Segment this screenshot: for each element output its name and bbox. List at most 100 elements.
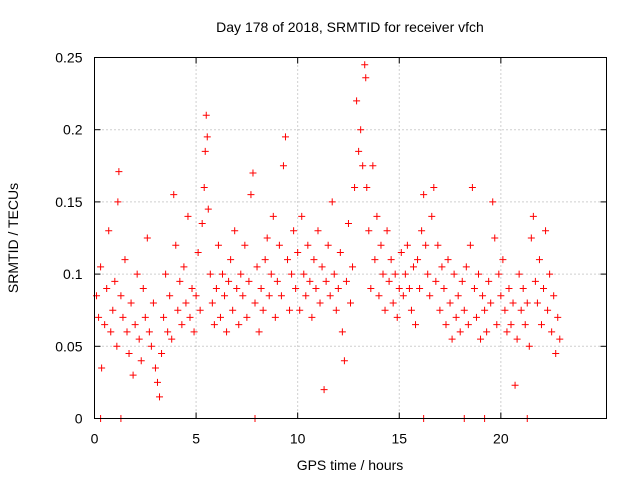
data-point: [495, 270, 503, 278]
data-point: [127, 299, 135, 307]
data-point: [153, 378, 161, 386]
data-point: [151, 364, 159, 372]
data-point: [456, 328, 464, 336]
data-point: [135, 335, 143, 343]
data-point: [196, 306, 204, 314]
data-point: [511, 381, 519, 389]
y-tick-label: 0: [75, 411, 83, 427]
data-point: [407, 306, 415, 314]
data-point: [267, 270, 275, 278]
data-point: [535, 256, 543, 264]
data-point: [362, 74, 370, 82]
data-point: [517, 306, 525, 314]
data-point: [544, 306, 552, 314]
data-point: [203, 133, 211, 141]
data-point: [170, 191, 178, 199]
data-point: [361, 61, 369, 69]
data-point: [550, 292, 558, 300]
data-point: [412, 321, 420, 329]
data-point: [139, 285, 147, 293]
data-point: [397, 248, 405, 256]
data-point: [426, 292, 434, 300]
data-point: [499, 256, 507, 264]
data-point: [131, 321, 139, 329]
data-point: [117, 292, 125, 300]
x-tick-label: 20: [493, 431, 509, 447]
data-point: [277, 292, 285, 300]
data-point: [107, 328, 115, 336]
data-point: [385, 277, 393, 285]
data-point: [468, 183, 476, 191]
data-point: [279, 162, 287, 170]
data-point: [253, 263, 261, 271]
data-point: [306, 277, 314, 285]
data-point: [198, 220, 206, 228]
y-tick-label: 0.15: [55, 194, 82, 210]
data-point: [275, 241, 283, 249]
data-point: [357, 126, 365, 134]
y-tick-label: 0.2: [63, 122, 83, 138]
data-point: [554, 313, 562, 321]
data-point: [371, 256, 379, 264]
data-point: [487, 299, 495, 307]
data-point: [444, 256, 452, 264]
data-point: [340, 357, 348, 365]
data-point: [210, 321, 218, 329]
data-point: [519, 285, 527, 293]
data-point: [239, 292, 247, 300]
data-point: [375, 292, 383, 300]
data-point: [342, 277, 350, 285]
y-tick-label: 0.25: [55, 50, 82, 66]
data-point: [389, 299, 397, 307]
data-point: [525, 342, 533, 350]
data-point: [115, 168, 123, 176]
data-point: [414, 256, 422, 264]
data-point: [133, 270, 141, 278]
data-point: [381, 306, 389, 314]
data-point: [304, 241, 312, 249]
data-point: [184, 212, 192, 220]
chart-title: Day 178 of 2018, SRMTID for receiver vfc…: [216, 19, 484, 35]
data-point: [286, 306, 294, 314]
data-point: [509, 299, 517, 307]
data-point: [334, 285, 342, 293]
data-point: [432, 277, 440, 285]
data-point: [141, 313, 149, 321]
data-point: [430, 183, 438, 191]
data-point: [314, 227, 322, 235]
data-point: [316, 299, 324, 307]
data-point: [219, 270, 226, 278]
data-point: [201, 147, 209, 155]
data-point: [214, 241, 222, 249]
grid-lines: [94, 57, 607, 419]
data-point: [290, 227, 298, 235]
data-point: [513, 335, 521, 343]
data-point: [318, 263, 326, 271]
data-point: [294, 248, 302, 256]
tick-labels: 0 0.05 0.1 0.15 0.2 0.25 0 5 10 15 20: [55, 50, 509, 447]
x-tick-label: 15: [391, 431, 407, 447]
data-point: [483, 328, 491, 336]
data-point: [351, 183, 359, 191]
data-point: [497, 292, 505, 300]
data-point: [188, 285, 196, 293]
data-point: [302, 292, 310, 300]
data-point: [347, 299, 354, 307]
data-point: [464, 321, 472, 329]
x-tick-label: 10: [290, 431, 306, 447]
data-point: [367, 285, 375, 293]
data-point: [129, 371, 137, 379]
data-point: [537, 321, 545, 329]
data-point: [257, 285, 265, 293]
data-point: [418, 227, 426, 235]
data-point: [442, 321, 450, 329]
data-point: [200, 183, 208, 191]
data-point: [338, 328, 346, 336]
data-point: [186, 313, 194, 321]
data-point: [231, 227, 239, 235]
data-point: [322, 277, 330, 285]
data-point: [481, 306, 489, 314]
data-point: [446, 299, 454, 307]
data-point: [97, 263, 105, 271]
